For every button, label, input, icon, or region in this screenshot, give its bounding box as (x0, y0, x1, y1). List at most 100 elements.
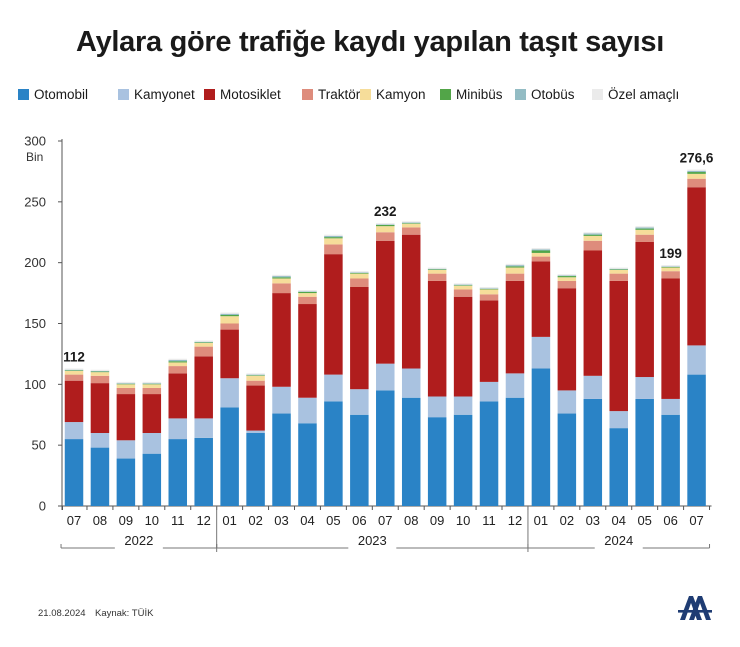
bar-segment (531, 250, 551, 253)
bar-segment (687, 170, 706, 173)
x-tick-label: 09 (430, 513, 444, 528)
legend-swatch (440, 88, 451, 100)
year-label: 2024 (604, 533, 633, 548)
bar-segment (401, 221, 421, 223)
bar-segment (609, 428, 628, 506)
bar-segment (401, 368, 421, 398)
bar-segment (272, 274, 291, 277)
bar-segment (609, 269, 628, 270)
bar-segment (350, 287, 369, 390)
bar-segment (194, 356, 213, 419)
bar-segment (635, 241, 654, 378)
bar-segment (246, 375, 265, 381)
bar-segment (479, 287, 499, 289)
bar-segment (168, 361, 188, 363)
legend-swatch (515, 88, 526, 100)
y-tick-label: 200 (24, 255, 46, 270)
x-tick-label: 08 (404, 513, 418, 528)
bar-segment (350, 278, 369, 287)
legend-item: Otomobil (18, 84, 88, 104)
bar-segment (687, 187, 706, 346)
bar-segment (583, 250, 603, 376)
bar-segment (376, 390, 395, 506)
chart-title: Aylara göre trafiğe kaydı yapılan taşıt … (76, 26, 664, 58)
bar-segment (661, 265, 680, 267)
bar-segment (453, 396, 473, 415)
x-tick-label: 04 (612, 513, 626, 528)
legend-label: Minibüs (456, 86, 503, 102)
bar-segment (401, 227, 421, 235)
bar-segment (505, 373, 525, 398)
bar-segment (453, 289, 473, 297)
bar-segment (194, 341, 213, 343)
legend-swatch (360, 88, 371, 100)
bar-segment (246, 375, 265, 376)
bar-segment (635, 234, 654, 242)
bar-segment (453, 285, 473, 290)
bar-segment (350, 389, 369, 415)
bar-segment (350, 414, 369, 506)
legend-label: Motosiklet (220, 86, 281, 102)
bar-segment (220, 313, 239, 315)
data-label: 112 (63, 350, 85, 365)
bar-segment (453, 283, 473, 285)
bar-segment (531, 252, 551, 257)
bar-segment (427, 396, 447, 418)
bar-segment (220, 314, 239, 317)
legend-item: Kamyon (360, 84, 426, 104)
bar-segment (427, 273, 447, 281)
bar-segment (220, 323, 239, 330)
bar-segment (505, 266, 525, 268)
bar-segment (350, 271, 369, 273)
x-tick-label: 01 (222, 513, 236, 528)
bar-segment (401, 397, 421, 506)
bar-segment (479, 289, 499, 295)
bar-segment (427, 280, 447, 397)
bar-segment (298, 423, 317, 506)
legend-item: Motosiklet (204, 84, 281, 104)
y-tick-label: 150 (24, 316, 46, 331)
bar-segment (557, 413, 577, 506)
bar-segment (142, 453, 162, 506)
bar-segment (479, 294, 499, 301)
legend-label: Kamyonet (134, 86, 195, 102)
bar-segment (246, 433, 265, 506)
bar-segment (687, 178, 706, 188)
bar-segment (531, 368, 551, 506)
bar-segment (90, 447, 110, 506)
year-label: 2022 (124, 533, 153, 548)
bar-segment (116, 440, 136, 459)
x-tick-label: 11 (482, 513, 496, 528)
bar-segment (453, 414, 473, 506)
bar-segment (116, 458, 136, 506)
bar-segment (376, 232, 395, 241)
bar-segment (168, 439, 188, 506)
bar-segment (90, 369, 110, 371)
bar-segment (427, 269, 447, 270)
legend-swatch (592, 88, 603, 100)
bar-segment (220, 329, 239, 379)
bar-segment (661, 266, 680, 267)
bar-segment (505, 397, 525, 506)
bar-segment (168, 362, 188, 367)
x-tick-label: 12 (196, 513, 210, 528)
bar-segment (272, 277, 291, 279)
bar-segment (479, 288, 499, 290)
bar-segment (453, 296, 473, 397)
footer-source: Kaynak: TÜİK (95, 608, 154, 619)
bar-segment (298, 290, 317, 292)
bar-segment (298, 291, 317, 294)
legend-label: Otobüs (531, 86, 575, 102)
bar-segment (531, 336, 551, 369)
bar-segment (298, 397, 317, 424)
bar-segment (376, 240, 395, 364)
bar-segment (246, 430, 265, 433)
bar-segment (609, 280, 628, 412)
bar-segment (220, 316, 239, 324)
bar-segment (479, 300, 499, 382)
bar-segment (298, 296, 317, 305)
bar-segment (116, 384, 136, 388)
legend-swatch (18, 88, 29, 100)
bar-segment (90, 371, 110, 373)
x-tick-label: 04 (300, 513, 314, 528)
